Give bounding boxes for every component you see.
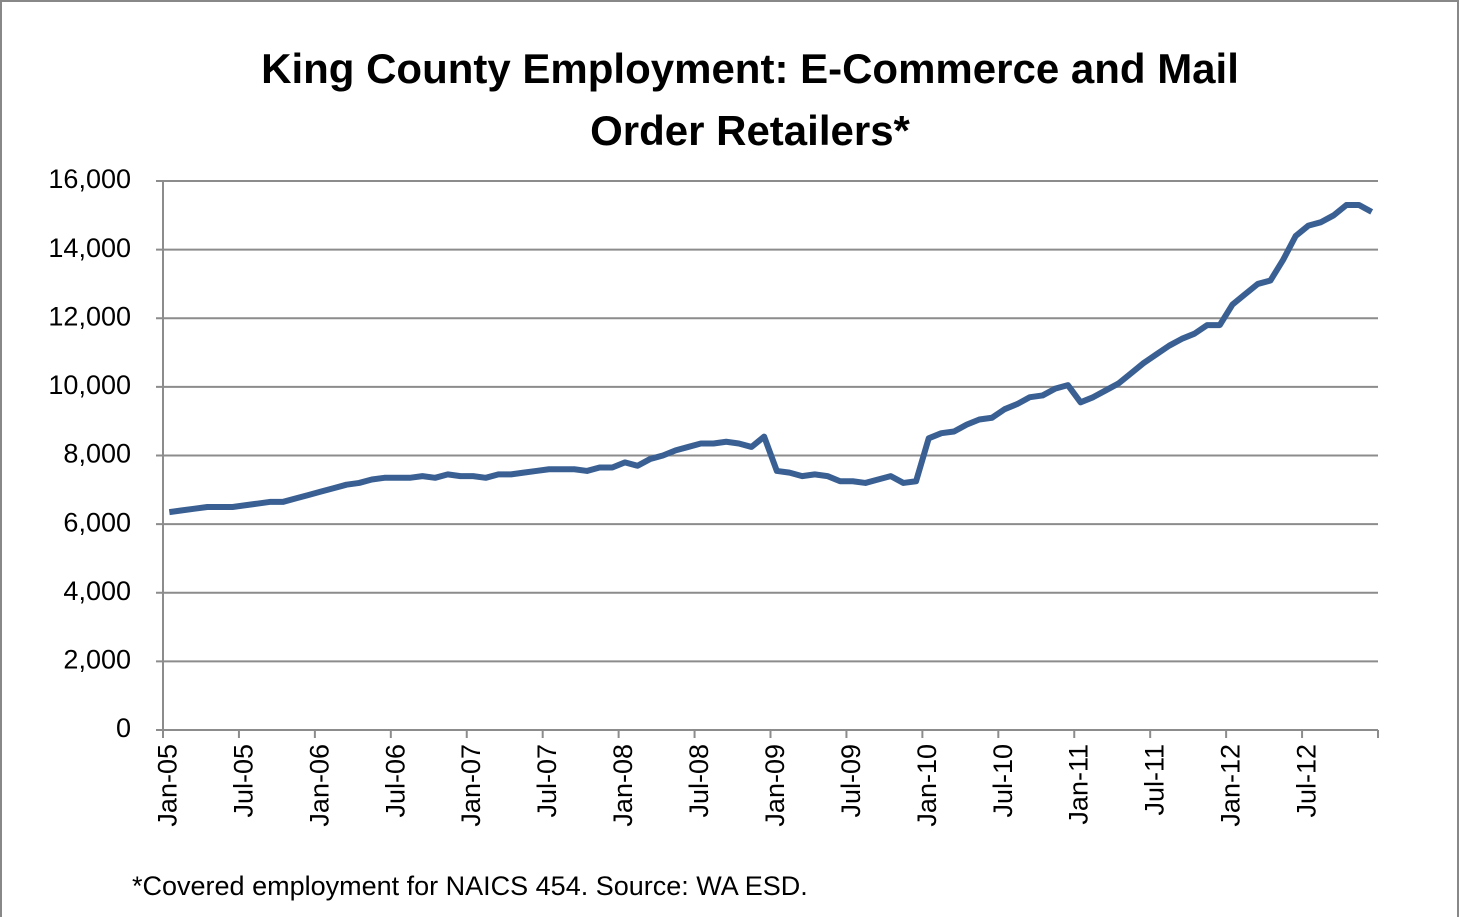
- x-tick-label: Jan-11: [1064, 744, 1094, 825]
- footnote: *Covered employment for NAICS 454. Sourc…: [132, 871, 808, 901]
- x-tick-label: Jan-10: [912, 744, 942, 827]
- x-tick-label: Jul-10: [988, 744, 1018, 818]
- x-tick-label: Jan-08: [608, 744, 638, 827]
- x-tick-label: Jan-05: [152, 744, 182, 827]
- y-tick-label: 8,000: [63, 439, 131, 469]
- x-tick-label: Jan-07: [456, 744, 486, 827]
- x-tick-label: Jul-08: [684, 744, 714, 818]
- y-tick-label: 10,000: [48, 370, 131, 400]
- y-tick-label: 0: [116, 713, 131, 743]
- line-series: [168, 202, 1374, 516]
- y-tick-label: 12,000: [48, 301, 131, 331]
- x-tick-label: Jul-06: [380, 744, 410, 818]
- y-tick-label: 6,000: [63, 507, 131, 537]
- x-tick-label: Jul-07: [532, 744, 562, 818]
- x-tick-label: Jul-12: [1292, 744, 1322, 818]
- x-tick-label: Jul-11: [1140, 744, 1170, 816]
- x-tick-label: Jul-09: [836, 744, 866, 818]
- chart-title: King County Employment: E-Commerce and M…: [261, 45, 1239, 154]
- y-tick-label: 14,000: [48, 233, 131, 263]
- x-tick-label: Jul-05: [228, 744, 258, 818]
- y-tick-label: 16,000: [48, 164, 131, 194]
- x-tick-label: Jan-06: [304, 744, 334, 827]
- y-tick-label: 2,000: [63, 645, 131, 675]
- x-tick-label: Jan-12: [1216, 744, 1246, 827]
- y-tick-label: 4,000: [63, 576, 131, 606]
- x-tick-label: Jan-09: [760, 744, 790, 827]
